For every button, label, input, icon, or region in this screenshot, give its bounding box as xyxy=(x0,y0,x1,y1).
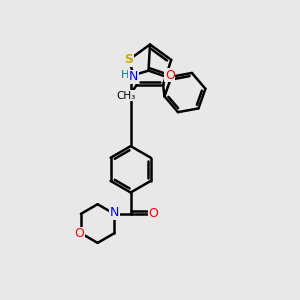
Text: O: O xyxy=(165,69,175,82)
Text: CH₃: CH₃ xyxy=(117,91,136,100)
Text: O: O xyxy=(148,207,158,220)
Text: H: H xyxy=(121,70,129,80)
Text: N: N xyxy=(110,206,119,219)
Text: N: N xyxy=(110,206,119,219)
Text: S: S xyxy=(124,53,133,66)
Text: O: O xyxy=(74,227,84,240)
Text: N: N xyxy=(129,70,138,83)
